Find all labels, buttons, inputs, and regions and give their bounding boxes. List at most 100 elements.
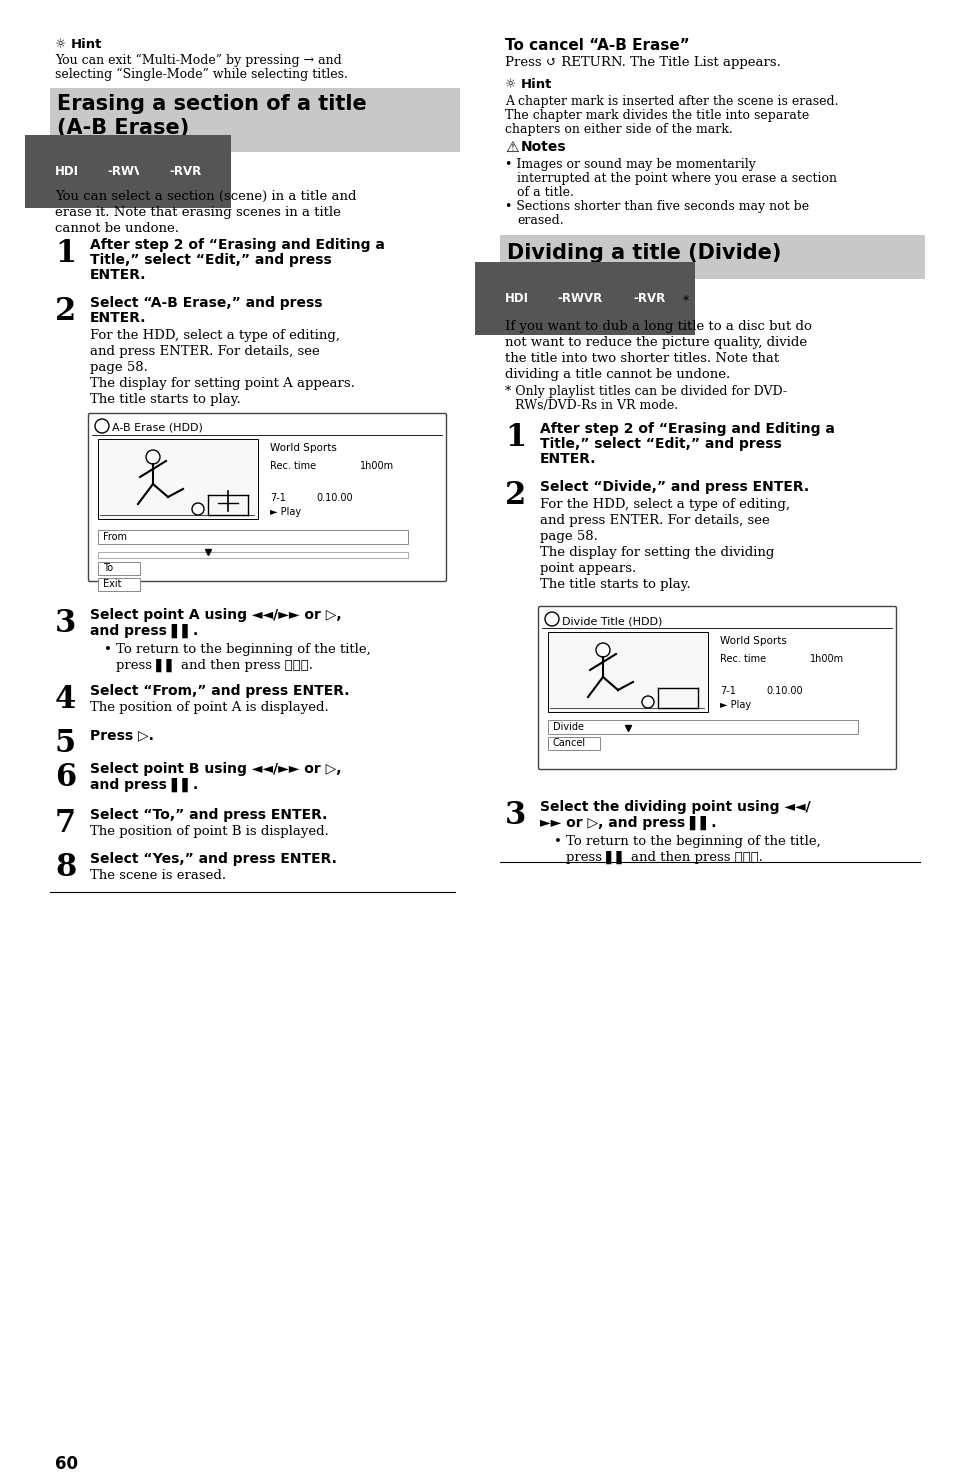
Text: 1h00m: 1h00m [359,461,394,472]
Text: 3: 3 [55,608,76,639]
Text: ENTER.: ENTER. [90,268,147,282]
Text: You can select a section (scene) in a title and: You can select a section (scene) in a ti… [55,190,356,203]
Text: Rec. time: Rec. time [270,461,315,472]
Text: To cancel “A-B Erase”: To cancel “A-B Erase” [504,39,689,53]
Circle shape [596,644,609,657]
Text: For the HDD, select a type of editing,: For the HDD, select a type of editing, [539,498,789,512]
Circle shape [641,696,654,707]
Text: ►► or ▷, and press ▌▌.: ►► or ▷, and press ▌▌. [539,816,716,830]
Text: selecting “Single-Mode” while selecting titles.: selecting “Single-Mode” while selecting … [55,68,348,82]
Text: Press ↺ RETURN. The Title List appears.: Press ↺ RETURN. The Title List appears. [504,56,781,70]
Bar [98,552,408,558]
Text: ► Play: ► Play [720,700,750,710]
Text: 5: 5 [55,728,76,759]
Text: The position of point B is displayed.: The position of point B is displayed. [90,825,329,838]
Circle shape [146,449,160,464]
Text: 7: 7 [55,808,76,839]
Text: press ▌▌ and then press ⏮⏮⏮.: press ▌▌ and then press ⏮⏮⏮. [116,658,313,672]
Text: Title,” select “Edit,” and press: Title,” select “Edit,” and press [90,254,332,267]
Bar [499,234,924,279]
Text: HDD: HDD [504,292,534,305]
Text: Select “Yes,” and press ENTER.: Select “Yes,” and press ENTER. [90,853,336,866]
Text: ENTER.: ENTER. [90,311,147,325]
Text: 60: 60 [55,1455,78,1473]
Text: the title into two shorter titles. Note that: the title into two shorter titles. Note … [504,351,779,365]
Text: 0.10.00: 0.10.00 [765,687,801,696]
Text: • Images or sound may be momentarily: • Images or sound may be momentarily [504,159,755,171]
Text: Exit: Exit [103,578,121,589]
Text: 8: 8 [55,853,76,882]
Text: World Sports: World Sports [270,443,336,452]
Text: * Only playlist titles can be divided for DVD-: * Only playlist titles can be divided fo… [504,386,786,397]
Text: and press ENTER. For details, see: and press ENTER. For details, see [90,346,319,357]
FancyBboxPatch shape [537,607,896,770]
Text: -RVR: -RVR [169,165,201,178]
Text: 0.10.00: 0.10.00 [315,492,353,503]
Text: The display for setting the dividing: The display for setting the dividing [539,546,774,559]
Text: Select “From,” and press ENTER.: Select “From,” and press ENTER. [90,684,349,698]
Text: RWs/DVD-Rs in VR mode.: RWs/DVD-Rs in VR mode. [515,399,678,412]
Text: Hint: Hint [520,79,552,90]
Text: and press ENTER. For details, see: and press ENTER. For details, see [539,515,769,526]
Text: Erasing a section of a title: Erasing a section of a title [57,93,366,114]
Text: 1: 1 [504,423,525,452]
Text: Select point A using ◄◄/►► or ▷,: Select point A using ◄◄/►► or ▷, [90,608,341,621]
Text: 1h00m: 1h00m [809,654,843,664]
Bar [98,562,140,575]
Text: erase it. Note that erasing scenes in a title: erase it. Note that erasing scenes in a … [55,206,340,219]
Text: press ▌▌ and then press ⏮⏮⏮.: press ▌▌ and then press ⏮⏮⏮. [565,851,762,865]
Text: The title starts to play.: The title starts to play. [90,393,240,406]
Text: You can exit “Multi-Mode” by pressing → and: You can exit “Multi-Mode” by pressing → … [55,53,341,67]
Text: 6: 6 [55,762,76,793]
Text: erased.: erased. [517,214,563,227]
FancyBboxPatch shape [89,414,446,581]
Text: 2: 2 [504,480,526,512]
Text: -RVR: -RVR [633,292,664,305]
Text: The title starts to play.: The title starts to play. [539,578,690,592]
Text: point appears.: point appears. [539,562,636,575]
Text: A-B Erase (HDD): A-B Erase (HDD) [112,423,203,433]
Text: • Sections shorter than five seconds may not be: • Sections shorter than five seconds may… [504,200,808,214]
Text: page 58.: page 58. [90,360,148,374]
Text: 3: 3 [504,799,526,830]
Bar [98,439,257,519]
Text: 7-1: 7-1 [270,492,286,503]
Text: After step 2 of “Erasing and Editing a: After step 2 of “Erasing and Editing a [539,423,834,436]
Text: HDD: HDD [55,165,84,178]
Text: Select the dividing point using ◄◄/: Select the dividing point using ◄◄/ [539,799,810,814]
Text: *: * [682,294,688,307]
Text: *: * [618,294,624,307]
Bar [98,578,140,592]
Text: Select “A-B Erase,” and press: Select “A-B Erase,” and press [90,297,322,310]
Bar [547,632,707,712]
Text: ► Play: ► Play [270,507,301,518]
Text: -RWVR: -RWVR [107,165,152,178]
Text: Select “Divide,” and press ENTER.: Select “Divide,” and press ENTER. [539,480,808,494]
Text: For the HDD, select a type of editing,: For the HDD, select a type of editing, [90,329,339,343]
Text: Cancel: Cancel [553,739,585,747]
Text: To: To [103,564,113,572]
Text: dividing a title cannot be undone.: dividing a title cannot be undone. [504,368,729,381]
Text: If you want to dub a long title to a disc but do: If you want to dub a long title to a dis… [504,320,811,334]
Text: of a title.: of a title. [517,185,574,199]
Text: Divide Title (HDD): Divide Title (HDD) [561,615,661,626]
Text: Select “To,” and press ENTER.: Select “To,” and press ENTER. [90,808,327,822]
Text: Press ▷.: Press ▷. [90,728,153,742]
Text: From: From [103,532,127,541]
Text: Select point B using ◄◄/►► or ▷,: Select point B using ◄◄/►► or ▷, [90,762,341,776]
Text: The scene is erased.: The scene is erased. [90,869,226,882]
Text: After step 2 of “Erasing and Editing a: After step 2 of “Erasing and Editing a [90,237,384,252]
Bar [98,529,408,544]
Text: 4: 4 [55,684,76,715]
Text: Title,” select “Edit,” and press: Title,” select “Edit,” and press [539,437,781,451]
Text: and press ▌▌.: and press ▌▌. [90,624,198,638]
Bar [547,737,599,750]
Text: -RWVR: -RWVR [557,292,601,305]
Text: 1: 1 [55,237,76,268]
Text: page 58.: page 58. [539,529,598,543]
Text: Notes: Notes [520,139,566,154]
Text: Rec. time: Rec. time [720,654,765,664]
Text: ENTER.: ENTER. [539,452,596,466]
Text: World Sports: World Sports [720,636,786,647]
Text: not want to reduce the picture quality, divide: not want to reduce the picture quality, … [504,337,806,349]
